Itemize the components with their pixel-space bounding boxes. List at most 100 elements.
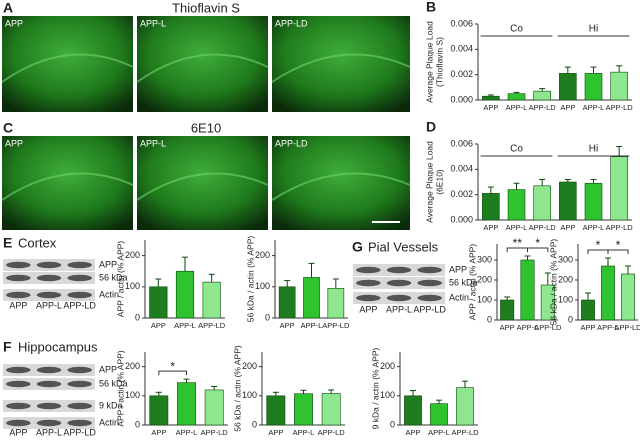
image-label: APP bbox=[5, 18, 23, 28]
micrograph bbox=[137, 16, 268, 112]
bar bbox=[601, 265, 615, 321]
significance-label: * bbox=[170, 359, 175, 373]
x-tick-label: APP-L bbox=[301, 321, 323, 330]
significance-label: * bbox=[596, 238, 601, 252]
bar bbox=[507, 189, 526, 221]
lane-label: APP-L bbox=[36, 427, 62, 437]
y-axis-label: Average Plaque Load bbox=[424, 21, 434, 103]
y-axis-label: 9 kDa / actin (% APP) bbox=[370, 347, 380, 429]
bar bbox=[202, 281, 221, 319]
blot-band bbox=[356, 279, 381, 287]
y-tick-label: 100 bbox=[242, 390, 257, 400]
blot-band bbox=[386, 294, 412, 302]
bar bbox=[456, 387, 474, 426]
x-tick-label: APP bbox=[151, 321, 166, 330]
significance-bracket bbox=[158, 370, 187, 376]
x-tick-label: APP-L bbox=[583, 223, 605, 232]
y-axis-label: 56 kDa / actin (% APP) bbox=[232, 345, 242, 432]
blot-band bbox=[36, 261, 62, 269]
bar bbox=[533, 90, 551, 101]
lane-label: APP-LD bbox=[63, 300, 96, 310]
blot-band bbox=[36, 366, 62, 374]
blot-band bbox=[6, 274, 31, 282]
blot-band bbox=[6, 366, 31, 374]
bar bbox=[294, 393, 313, 426]
tissue-layer bbox=[1, 53, 134, 83]
x-tick-label: APP bbox=[580, 323, 595, 332]
bar bbox=[584, 182, 603, 221]
y-tick-label: 0.004 bbox=[450, 44, 473, 54]
bar bbox=[621, 273, 635, 321]
lane-label: APP bbox=[9, 427, 27, 437]
blot-title: Hippocampus bbox=[18, 339, 98, 354]
image-label: APP-L bbox=[140, 18, 166, 28]
bar bbox=[482, 95, 500, 101]
significance-label: * bbox=[616, 238, 621, 252]
blot-band bbox=[386, 279, 412, 287]
x-tick-label: APP-LD bbox=[529, 223, 557, 232]
y-tick-label: 200 bbox=[125, 250, 140, 260]
panel-letter: B bbox=[426, 0, 436, 15]
y-tick-label: 0.004 bbox=[450, 164, 473, 174]
y-tick-label: 0 bbox=[135, 419, 140, 429]
blot-band bbox=[67, 380, 92, 388]
x-tick-label: APP-L bbox=[506, 223, 528, 232]
lane-label: APP-L bbox=[36, 300, 62, 310]
bar bbox=[149, 395, 169, 426]
x-tick-label: APP-LD bbox=[322, 321, 350, 330]
bar bbox=[507, 93, 526, 101]
group-label: Hi bbox=[589, 144, 598, 155]
bar bbox=[278, 286, 296, 319]
significance-bracket bbox=[527, 247, 549, 252]
y-tick-label: 0 bbox=[252, 419, 257, 429]
blot-band bbox=[356, 266, 381, 274]
x-tick-label: APP-L bbox=[597, 323, 619, 332]
y-tick-label: 0 bbox=[487, 314, 492, 324]
group-label: Co bbox=[510, 24, 523, 35]
x-tick-label: APP bbox=[560, 223, 575, 232]
y-axis-label: 56 kDa / actin (% APP) bbox=[548, 239, 558, 326]
blot-band bbox=[386, 266, 412, 274]
micrograph bbox=[137, 136, 268, 230]
blot-band bbox=[356, 294, 381, 302]
x-tick-label: APP-LD bbox=[606, 103, 634, 112]
blot-band bbox=[417, 294, 442, 302]
x-tick-label: APP-L bbox=[583, 103, 605, 112]
bar bbox=[430, 403, 448, 426]
y-tick-label: 0.006 bbox=[450, 18, 473, 28]
bar bbox=[520, 259, 535, 321]
image-label: APP-L bbox=[140, 138, 166, 148]
y-tick-label: 300 bbox=[477, 254, 492, 264]
bar bbox=[175, 270, 195, 319]
panel-letter: G bbox=[352, 239, 363, 255]
micrograph bbox=[272, 16, 410, 112]
bar bbox=[204, 389, 224, 426]
y-axis-label: APP / actin (% APP) bbox=[467, 244, 477, 321]
x-tick-label: APP-L bbox=[176, 428, 198, 437]
bar bbox=[303, 277, 320, 319]
panel-letter: E bbox=[3, 235, 12, 251]
panel-letter: A bbox=[3, 0, 13, 16]
band-label: 9 kDa bbox=[99, 400, 123, 410]
y-tick-label: 0.000 bbox=[450, 94, 473, 104]
y-axis-label: Average Plaque Load bbox=[424, 141, 434, 223]
blot-band bbox=[67, 261, 92, 269]
panel-letter: C bbox=[3, 120, 13, 136]
y-tick-label: 0 bbox=[568, 314, 573, 324]
blot-band bbox=[36, 274, 62, 282]
y-axis-label: (Thioflavin S) bbox=[434, 37, 444, 87]
bar bbox=[177, 382, 196, 426]
group-label: Hi bbox=[589, 24, 598, 35]
band-label: APP bbox=[99, 259, 117, 269]
y-tick-label: 0.006 bbox=[450, 138, 473, 148]
y-tick-label: 0 bbox=[135, 312, 140, 322]
lane-label: APP-LD bbox=[63, 427, 96, 437]
y-tick-label: 100 bbox=[380, 390, 395, 400]
x-tick-label: APP-L bbox=[293, 428, 315, 437]
blot-band bbox=[36, 380, 62, 388]
x-tick-label: APP-LD bbox=[534, 323, 562, 332]
x-tick-label: APP-LD bbox=[451, 428, 479, 437]
bar bbox=[482, 193, 500, 221]
bar bbox=[584, 73, 603, 101]
y-tick-label: 0 bbox=[265, 312, 270, 322]
